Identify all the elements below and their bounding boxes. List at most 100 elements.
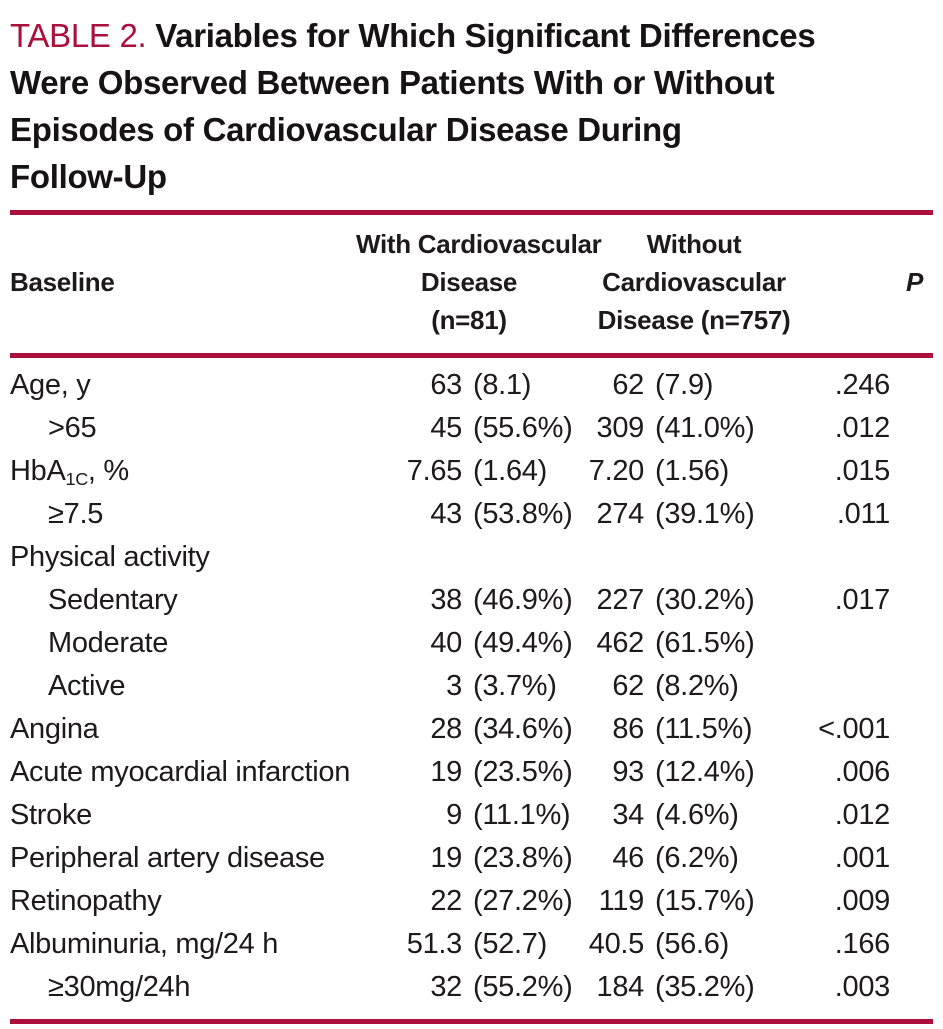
header-with-cvd-line: With Cardiovascular [356, 229, 602, 259]
table-row: Angina 28 (34.6%) 86 (11.5%) <.001 [10, 708, 933, 751]
cell-without-cvd-paren: (4.6%) [655, 799, 739, 831]
cell-without-cvd-value: 40.5 [588, 928, 645, 960]
table-row: Acute myocardial infarction 19 (23.5%) 93 (1… [10, 751, 933, 794]
table-row: Active 3 (3.7%) 62 (8.2%) [10, 665, 933, 708]
rule-mid [10, 353, 933, 358]
cell-without-cvd-paren: (35.2%) [655, 971, 755, 1003]
cell-with-cvd-value: 51.3 [406, 928, 463, 960]
cell-with-cvd-value: 38 [430, 584, 462, 616]
cell-with-cvd-value: 63 [430, 369, 462, 401]
cell-without-cvd-paren: (30.2%) [655, 584, 755, 616]
row-label: Active [48, 670, 126, 702]
cell-without-cvd-value: 309 [596, 412, 645, 444]
cell-without-cvd-value: 62 [612, 369, 644, 401]
table-title: TABLE 2. Variables for Which Significant… [10, 12, 933, 200]
cell-without-cvd-paren: (41.0%) [655, 412, 755, 444]
cell-with-cvd-value: 32 [430, 971, 462, 1003]
cell-with-cvd-paren: (55.6%) [473, 412, 573, 444]
cell-without-cvd-paren: (11.5%) [655, 713, 753, 745]
table-title-line: TABLE 2. Variables for Which Significant… [10, 17, 816, 54]
row-label: Sedentary [48, 584, 178, 616]
table-row: Albuminuria, mg/24 h 51.3 (52.7) 40.5 (56.6)… [10, 923, 933, 966]
cell-with-cvd-paren: (46.9%) [473, 584, 573, 616]
table-row: Stroke 9 (11.1%) 34 (4.6%) .012 [10, 794, 933, 837]
row-label: Acute myocardial infarction [10, 756, 351, 788]
table-row: ≥30mg/24h 32 (55.2%) 184 (35.2%) .003 [10, 966, 933, 1009]
cell-with-cvd-paren: (34.6%) [473, 713, 573, 745]
cell-with-cvd-paren: (27.2%) [473, 885, 573, 917]
cell-p-value: .015 [834, 455, 891, 487]
cell-with-cvd-paren: (11.1%) [473, 799, 571, 831]
cell-with-cvd-value: 22 [430, 885, 462, 917]
table-row: ≥7.5 43 (53.8%) 274 (39.1%) .011 [10, 493, 933, 536]
header-with-cvd: With Cardiovascular Disease (n=81) [356, 225, 602, 339]
cell-with-cvd-value: 19 [430, 842, 462, 874]
cell-without-cvd-value: 34 [612, 799, 644, 831]
table-row: HbA1C, % 7.65 (1.64) 7.20 (1.56) .015 [10, 450, 933, 493]
table-title-line: Were Observed Between Patients With or W… [10, 64, 775, 101]
cell-without-cvd-paren: (61.5%) [655, 627, 755, 659]
cell-with-cvd-paren: (8.1) [473, 369, 532, 401]
cell-without-cvd-value: 227 [596, 584, 645, 616]
row-label: ≥30mg/24h [48, 971, 191, 1003]
cell-p-value: .009 [834, 885, 891, 917]
cell-with-cvd-paren: (3.7%) [473, 670, 557, 702]
cell-with-cvd-paren: (1.64) [473, 455, 547, 487]
header-without-cvd-line: Cardiovascular [602, 267, 786, 297]
cell-with-cvd-value: 45 [430, 412, 462, 444]
cell-with-cvd-value: 9 [446, 799, 462, 831]
header-with-cvd-line: (n=81) [431, 305, 507, 335]
row-label: Age, y [10, 369, 91, 401]
cell-without-cvd-value: 93 [612, 756, 644, 788]
cell-with-cvd-paren: (53.8%) [473, 498, 573, 530]
cell-p-value: .012 [834, 412, 891, 444]
cell-p-value: .166 [834, 928, 891, 960]
row-label: ≥7.5 [48, 498, 104, 530]
header-without-cvd-line: Without [646, 229, 742, 259]
cell-p-value: .006 [834, 756, 891, 788]
cell-with-cvd-value: 3 [446, 670, 462, 702]
table-row: Peripheral artery disease 19 (23.8%) 46 (6.2… [10, 837, 933, 880]
cell-without-cvd-paren: (7.9) [655, 369, 714, 401]
row-label-subscript: 1C [65, 469, 89, 490]
cell-without-cvd-paren: (8.2%) [655, 670, 739, 702]
rule-bottom [10, 1019, 933, 1024]
cell-without-cvd-value: 274 [596, 498, 645, 530]
row-label: >65 [48, 412, 97, 444]
table-row: Age, y 63 (8.1) 62 (7.9) .246 [10, 364, 933, 407]
cell-with-cvd-paren: (55.2%) [473, 971, 573, 1003]
row-label: Albuminuria, mg/24 h [10, 928, 279, 960]
cell-p-value: .011 [836, 498, 890, 530]
header-baseline: Baseline [10, 267, 115, 297]
cell-without-cvd-paren: (56.6) [655, 928, 729, 960]
cell-without-cvd-paren: (12.4%) [655, 756, 755, 788]
cell-without-cvd-value: 119 [598, 885, 645, 917]
cell-without-cvd-paren: (1.56) [655, 455, 729, 487]
header-with-cvd-line: Disease [420, 267, 518, 297]
cell-with-cvd-paren: (23.5%) [473, 756, 573, 788]
table-row: Physical activity [10, 536, 933, 579]
cell-without-cvd-paren: (15.7%) [655, 885, 755, 917]
cell-without-cvd-value: 462 [596, 627, 645, 659]
table-body: Age, y 63 (8.1) 62 (7.9) .246 >65 45 (55.6%) 309 (… [10, 358, 933, 1019]
cell-with-cvd-value: 43 [430, 498, 462, 530]
cell-p-value: <.001 [818, 713, 890, 745]
row-label: Retinopathy [10, 885, 162, 917]
cell-with-cvd-value: 40 [430, 627, 462, 659]
header-p: P [905, 267, 923, 297]
cell-p-value: .003 [834, 971, 891, 1003]
cell-without-cvd-paren: (39.1%) [655, 498, 755, 530]
cell-p-value: .012 [834, 799, 891, 831]
table-row: Sedentary 38 (46.9%) 227 (30.2%) .017 [10, 579, 933, 622]
row-label: Moderate [48, 627, 169, 659]
cell-p-value: .246 [834, 369, 891, 401]
table-title-line: Follow-Up [10, 158, 167, 195]
rule-top [10, 210, 933, 215]
cell-p-value: .017 [834, 584, 891, 616]
row-label: Peripheral artery disease [10, 842, 325, 874]
table-number-label: TABLE 2. [10, 17, 156, 54]
cell-without-cvd-value: 62 [612, 670, 644, 702]
header-without-cvd-line: Disease (n=757) [597, 305, 791, 335]
table-row: >65 45 (55.6%) 309 (41.0%) .012 [10, 407, 933, 450]
